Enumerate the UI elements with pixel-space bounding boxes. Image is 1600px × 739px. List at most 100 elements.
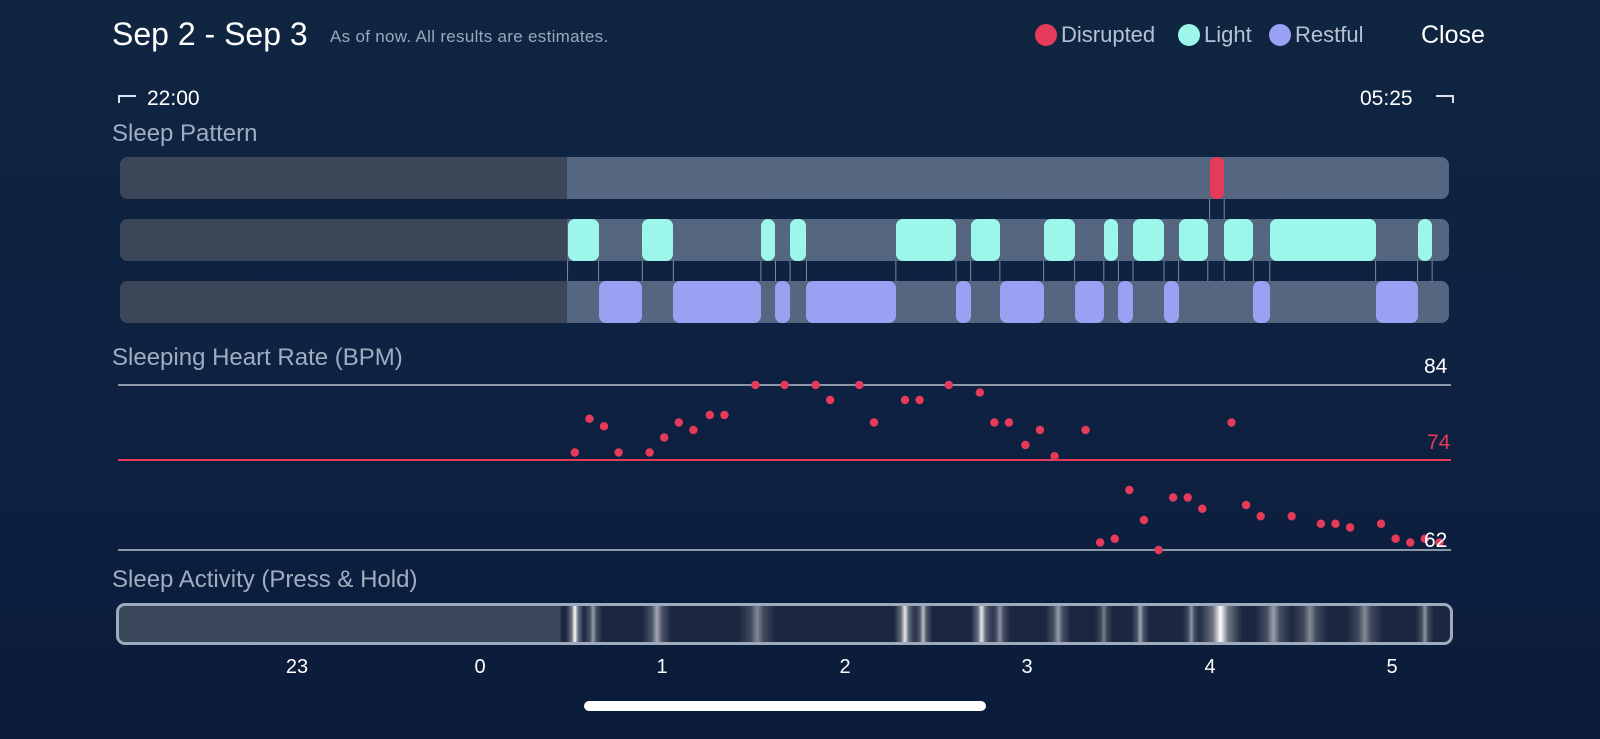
restful-segment[interactable] <box>1375 281 1418 323</box>
heart-rate-point <box>990 418 999 427</box>
heart-rate-point <box>1331 519 1340 528</box>
restful-segment[interactable] <box>956 281 971 323</box>
heart-rate-point <box>1168 493 1178 502</box>
light-segment[interactable] <box>1043 219 1075 261</box>
restful-segment[interactable] <box>673 281 761 323</box>
light-segment[interactable] <box>1103 219 1119 261</box>
x-tick: 0 <box>474 656 486 678</box>
heart-rate-point <box>1435 538 1444 547</box>
heart-rate-point <box>944 380 953 390</box>
light-segment[interactable] <box>1132 219 1164 261</box>
heart-rate-point <box>1004 418 1014 427</box>
legend-label: Light <box>1204 22 1252 47</box>
disrupted-segment[interactable] <box>1209 157 1225 199</box>
light-segment[interactable] <box>642 219 674 261</box>
heart-rate-point <box>674 418 684 427</box>
heart-rate-point <box>811 380 820 390</box>
home-indicator[interactable] <box>584 701 986 711</box>
light-track[interactable] <box>120 219 1449 261</box>
heart-rate-point <box>614 448 623 457</box>
end-time: 05:25 <box>1360 87 1413 110</box>
heart-rate-point <box>1376 519 1386 528</box>
light-segment[interactable] <box>1178 219 1208 261</box>
x-tick: 4 <box>1204 656 1216 678</box>
heart-rate-point <box>585 414 594 423</box>
heart-rate-point <box>900 395 910 405</box>
disrupted-track[interactable] <box>120 157 1449 199</box>
heart-rate-point <box>1095 538 1105 547</box>
x-tick: 3 <box>1021 656 1033 678</box>
light-segment[interactable] <box>1224 219 1254 261</box>
light-segment[interactable] <box>895 219 957 261</box>
restful-dot-icon <box>1269 24 1291 46</box>
light-segment[interactable] <box>1269 219 1376 261</box>
light-segment[interactable] <box>790 219 807 261</box>
legend-label: Restful <box>1295 22 1364 47</box>
heart-rate-point <box>1050 452 1059 461</box>
restful-segment[interactable] <box>598 281 643 323</box>
heart-rate-point <box>1406 538 1415 547</box>
restful-segment[interactable] <box>775 281 791 323</box>
sleep-activity-title: Sleep Activity (Press & Hold) <box>112 566 418 593</box>
awake-region <box>120 157 567 199</box>
light-dot-icon <box>1178 24 1200 46</box>
heart-rate-title: Sleeping Heart Rate (BPM) <box>112 344 403 371</box>
sleep-pattern-title: Sleep Pattern <box>112 120 258 147</box>
heart-rate-point <box>689 425 698 435</box>
heart-rate-point <box>751 380 760 390</box>
heart-rate-point <box>645 448 654 457</box>
close-button[interactable]: Close <box>1421 21 1485 49</box>
page-title: Sep 2 - Sep 3 <box>112 16 308 52</box>
awake-region <box>120 281 567 323</box>
restful-segment[interactable] <box>1253 281 1270 323</box>
restful-track[interactable] <box>120 281 1449 323</box>
awake-region <box>120 219 567 261</box>
legend-restful: Restful <box>1269 22 1363 48</box>
heart-rate-point <box>855 380 864 390</box>
heart-rate-point <box>660 433 669 442</box>
light-segment[interactable] <box>970 219 1000 261</box>
heart-rate-point <box>1420 534 1430 543</box>
heart-rate-point <box>1241 500 1251 510</box>
restful-segment[interactable] <box>1164 281 1179 323</box>
heart-rate-point <box>720 410 729 420</box>
legend-light: Light <box>1178 22 1252 48</box>
restful-segment[interactable] <box>999 281 1044 323</box>
heart-rate-point <box>1154 545 1163 555</box>
heart-rate-point <box>975 388 984 397</box>
x-tick: 2 <box>839 656 851 678</box>
x-tick: 23 <box>285 656 309 678</box>
heart-rate-point <box>1183 493 1192 502</box>
legend-label: Disrupted <box>1061 22 1156 47</box>
heart-rate-chart[interactable] <box>0 350 1600 570</box>
heart-rate-point <box>1021 440 1030 450</box>
heart-rate-point <box>826 395 835 405</box>
heart-rate-point <box>1316 519 1326 528</box>
hr-min-label: 62 <box>1424 529 1448 552</box>
heart-rate-point <box>1198 504 1207 513</box>
x-tick: 1 <box>656 656 668 678</box>
restful-segment[interactable] <box>1118 281 1133 323</box>
heart-rate-point <box>780 380 789 390</box>
restful-segment[interactable] <box>1074 281 1104 323</box>
heart-rate-point <box>915 395 924 405</box>
light-segment[interactable] <box>760 219 776 261</box>
legend-disrupted: Disrupted <box>1035 22 1155 48</box>
sleep-activity-bar[interactable] <box>116 603 1453 645</box>
heart-rate-point <box>705 410 715 420</box>
end-bracket-icon <box>1436 95 1454 103</box>
light-segment[interactable] <box>1417 219 1433 261</box>
heart-rate-point <box>1391 534 1400 543</box>
heart-rate-point <box>599 422 609 431</box>
heart-rate-point <box>1081 425 1090 435</box>
heart-rate-point <box>1139 515 1149 525</box>
restful-segment[interactable] <box>806 281 896 323</box>
heart-rate-point <box>1110 534 1119 543</box>
start-bracket-icon <box>118 95 136 103</box>
x-tick: 5 <box>1386 656 1398 678</box>
heart-rate-point <box>1256 512 1265 521</box>
light-segment[interactable] <box>567 219 599 261</box>
hr-max-label: 84 <box>1424 355 1448 378</box>
heart-rate-point <box>1125 485 1134 495</box>
heart-rate-point <box>1345 523 1355 532</box>
